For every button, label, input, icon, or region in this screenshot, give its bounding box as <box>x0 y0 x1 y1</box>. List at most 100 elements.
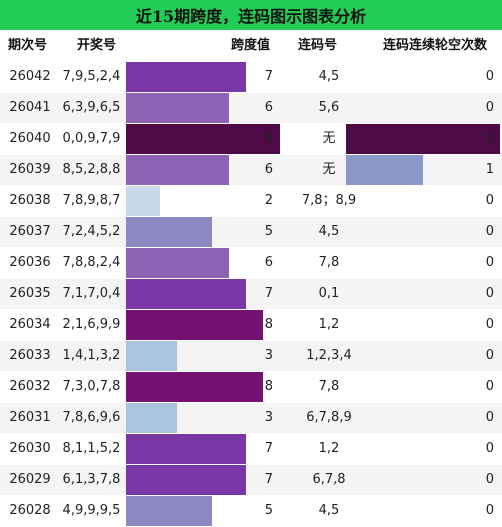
table-row: 26038 7,8,9,8,7 2 7,8；8,9 0 <box>0 186 502 217</box>
header-draw: 开奖号 <box>77 38 117 53</box>
draw-numbers: 8,1,1,5,2 <box>62 441 121 456</box>
table-row: 26028 4,9,9,9,5 5 4,5 0 <box>0 496 502 527</box>
draw-numbers: 7,9,5,2,4 <box>62 69 121 84</box>
issue-number: 26029 <box>9 472 51 487</box>
lianma-value: 7,8；8,9 <box>301 193 357 208</box>
span-bar <box>126 403 177 433</box>
draw-numbers: 2,1,6,9,9 <box>62 317 121 332</box>
draw-numbers: 1,4,1,3,2 <box>62 348 121 363</box>
header-issue: 期次号 <box>8 38 48 53</box>
header-lianma: 连码号 <box>298 38 338 53</box>
span-value: 3 <box>264 348 273 363</box>
table-header: 期次号 开奖号 跨度值 连码号 连码连续轮空次数 <box>0 30 502 62</box>
issue-number: 26031 <box>9 410 51 425</box>
miss-count: 0 <box>485 193 494 208</box>
issue-number: 26028 <box>9 503 51 518</box>
span-value: 7 <box>264 441 273 456</box>
table-row: 26030 8,1,1,5,2 7 1,2 0 <box>0 434 502 465</box>
miss-count: 0 <box>485 317 494 332</box>
issue-number: 26036 <box>9 255 51 270</box>
span-value: 6 <box>264 100 273 115</box>
span-value: 7 <box>264 286 273 301</box>
issue-number: 26034 <box>9 317 51 332</box>
span-bar <box>126 62 246 92</box>
miss-count: 2 <box>485 131 494 146</box>
span-bar <box>126 310 263 340</box>
draw-numbers: 8,5,2,8,8 <box>62 162 121 177</box>
span-bar <box>126 248 229 278</box>
table-row: 26035 7,1,7,0,4 7 0,1 0 <box>0 279 502 310</box>
miss-count: 0 <box>485 379 494 394</box>
span-value: 5 <box>264 224 273 239</box>
issue-number: 26030 <box>9 441 51 456</box>
span-value: 8 <box>264 317 273 332</box>
span-bar <box>126 372 263 402</box>
lianma-value: 无 <box>322 131 336 146</box>
table-row: 26040 0,0,9,7,9 9 无 2 <box>0 124 502 155</box>
span-value: 2 <box>264 193 273 208</box>
span-bar <box>126 465 246 495</box>
miss-count: 0 <box>485 441 494 456</box>
span-bar <box>126 341 177 371</box>
lianma-value: 4,5 <box>318 503 340 518</box>
issue-number: 26040 <box>9 131 51 146</box>
table-row: 26031 7,8,6,9,6 3 6,7,8,9 0 <box>0 403 502 434</box>
issue-number: 26035 <box>9 286 51 301</box>
issue-number: 26033 <box>9 348 51 363</box>
lianma-value: 1,2 <box>318 441 340 456</box>
miss-count: 0 <box>485 100 494 115</box>
span-bar <box>126 93 229 123</box>
span-bar <box>126 434 246 464</box>
miss-count: 0 <box>485 224 494 239</box>
lianma-value: 1,2,3,4 <box>306 348 352 363</box>
span-value: 9 <box>264 131 273 146</box>
miss-count: 1 <box>485 162 494 177</box>
span-value: 7 <box>264 69 273 84</box>
lianma-value: 4,5 <box>318 69 340 84</box>
span-value: 7 <box>264 472 273 487</box>
draw-numbers: 7,8,6,9,6 <box>62 410 121 425</box>
miss-bar <box>346 155 423 185</box>
lianma-value: 无 <box>322 162 336 177</box>
issue-number: 26032 <box>9 379 51 394</box>
miss-count: 0 <box>485 503 494 518</box>
draw-numbers: 7,8,8,2,4 <box>62 255 121 270</box>
lianma-value: 5,6 <box>318 100 340 115</box>
page-title: 近15期跨度，连码图示图表分析 <box>0 0 502 31</box>
draw-numbers: 6,1,3,7,8 <box>62 472 121 487</box>
table-row: 26042 7,9,5,2,4 7 4,5 0 <box>0 62 502 93</box>
table-body: 26042 7,9,5,2,4 7 4,5 0 26041 6,3,9,6,5 6 5,6 0 26… <box>0 62 502 527</box>
issue-number: 26037 <box>9 224 51 239</box>
draw-numbers: 7,2,4,5,2 <box>62 224 121 239</box>
span-bar <box>126 186 160 216</box>
draw-numbers: 7,8,9,8,7 <box>62 193 121 208</box>
span-bar <box>126 155 229 185</box>
span-bar <box>126 496 212 526</box>
span-bar <box>126 279 246 309</box>
miss-count: 0 <box>485 410 494 425</box>
span-value: 6 <box>264 255 273 270</box>
draw-numbers: 4,9,9,9,5 <box>62 503 121 518</box>
lianma-value: 1,2 <box>318 317 340 332</box>
lianma-value: 0,1 <box>318 286 340 301</box>
draw-numbers: 7,1,7,0,4 <box>62 286 121 301</box>
table-row: 26033 1,4,1,3,2 3 1,2,3,4 0 <box>0 341 502 372</box>
span-bar <box>126 124 280 154</box>
span-value: 8 <box>264 379 273 394</box>
lianma-value: 6,7,8 <box>312 472 346 487</box>
miss-count: 0 <box>485 472 494 487</box>
span-value: 5 <box>264 503 273 518</box>
span-bar <box>126 217 212 247</box>
miss-count: 0 <box>485 348 494 363</box>
issue-number: 26039 <box>9 162 51 177</box>
draw-numbers: 6,3,9,6,5 <box>62 100 121 115</box>
lianma-value: 7,8 <box>318 255 340 270</box>
issue-number: 26042 <box>9 69 51 84</box>
draw-numbers: 0,0,9,7,9 <box>62 131 121 146</box>
lianma-value: 6,7,8,9 <box>306 410 352 425</box>
miss-count: 0 <box>485 255 494 270</box>
span-value: 3 <box>264 410 273 425</box>
issue-number: 26041 <box>9 100 51 115</box>
table-row: 26029 6,1,3,7,8 7 6,7,8 0 <box>0 465 502 496</box>
issue-number: 26038 <box>9 193 51 208</box>
